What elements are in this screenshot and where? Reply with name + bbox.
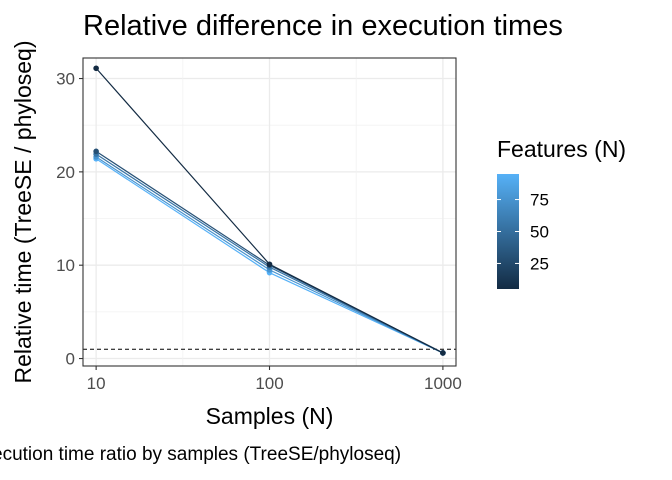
axes: 0 10 20 30 10 100 1000 (56, 70, 462, 393)
x-tick-label: 1000 (424, 374, 462, 393)
chart-title: Relative difference in execution times (83, 10, 563, 42)
data-point (93, 148, 99, 155)
y-axis-label: Relative time (TreeSE / phyloseq) (10, 40, 36, 383)
series-layer (93, 65, 446, 356)
colorbar-tick-label: 50 (530, 223, 549, 242)
legend: Features (N) 25 50 75 (497, 136, 626, 289)
colorbar-ticks: 25 50 75 (497, 191, 549, 273)
colorbar (497, 174, 519, 289)
data-point (93, 65, 99, 72)
data-point (440, 350, 446, 356)
x-axis-label: Samples (N) (206, 403, 334, 429)
legend-title: Features (N) (497, 136, 626, 162)
y-tick-label: 30 (56, 70, 75, 89)
figure-caption: ecution time ratio by samples (TreeSE/ph… (0, 444, 402, 465)
data-point (266, 261, 273, 268)
y-tick-label: 10 (56, 256, 75, 275)
y-tick-label: 20 (56, 163, 75, 182)
y-tick-label: 0 (66, 350, 75, 369)
x-tick-label: 10 (87, 374, 106, 393)
colorbar-tick-label: 25 (530, 254, 549, 273)
colorbar-tick-label: 75 (530, 191, 549, 210)
x-tick-label: 100 (255, 374, 283, 393)
